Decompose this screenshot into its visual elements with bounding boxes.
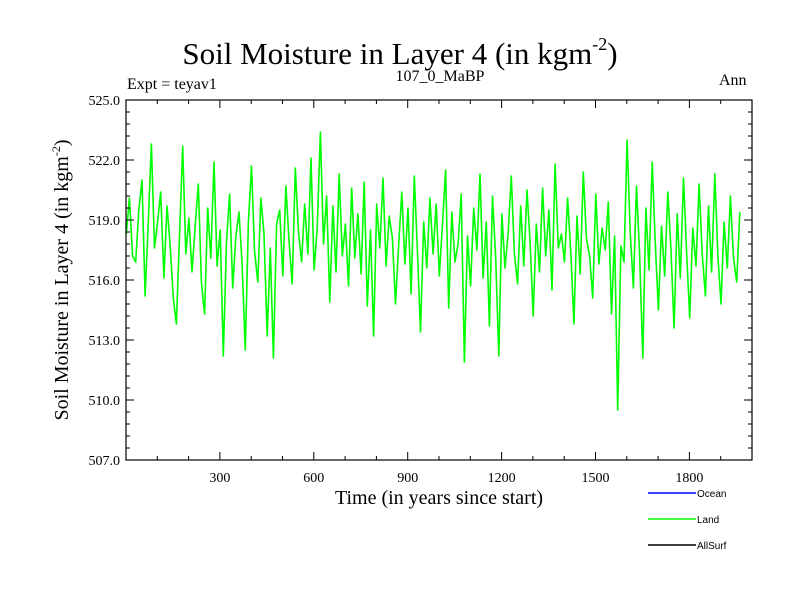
y-tick-label: 513.0 <box>89 334 121 349</box>
legend-label-land: Land <box>697 515 719 526</box>
y-tick-label: 519.0 <box>89 214 121 229</box>
x-tick-label: 900 <box>397 471 418 486</box>
x-axis: 300 600 900 1200 1500 1800 <box>156 100 722 486</box>
y-axis-label: Soil Moisture in Layer 4 (in kgm-2) <box>49 139 73 420</box>
x-tick-label: 1200 <box>488 471 516 486</box>
y-axis: 507.0 510.0 513.0 516.0 519.0 522.0 525.0 <box>89 94 752 469</box>
x-tick-label: 1800 <box>675 471 703 486</box>
y-tick-label: 516.0 <box>89 274 121 289</box>
legend-label-ocean: Ocean <box>697 489 726 500</box>
legend: Ocean Land AllSurf <box>648 489 727 552</box>
series-layer <box>125 131 741 411</box>
y-tick-label: 507.0 <box>89 454 121 469</box>
x-tick-label: 300 <box>209 471 230 486</box>
chart-title: Soil Moisture in Layer 4 (in kgm-2) <box>182 34 618 71</box>
season-label: Ann <box>719 72 747 89</box>
x-tick-label: 600 <box>303 471 324 486</box>
experiment-label: Expt = teyav1 <box>127 76 217 93</box>
plot-frame <box>125 99 753 461</box>
series-line-land <box>125 131 741 411</box>
x-tick-label: 1500 <box>582 471 610 486</box>
legend-label-allsurf: AllSurf <box>697 541 727 552</box>
y-tick-label: 522.0 <box>89 154 121 169</box>
period-label: 107_0_MaBP <box>395 68 485 85</box>
y-tick-label: 525.0 <box>89 94 121 109</box>
x-axis-label: Time (in years since start) <box>335 487 543 509</box>
y-tick-label: 510.0 <box>89 394 121 409</box>
